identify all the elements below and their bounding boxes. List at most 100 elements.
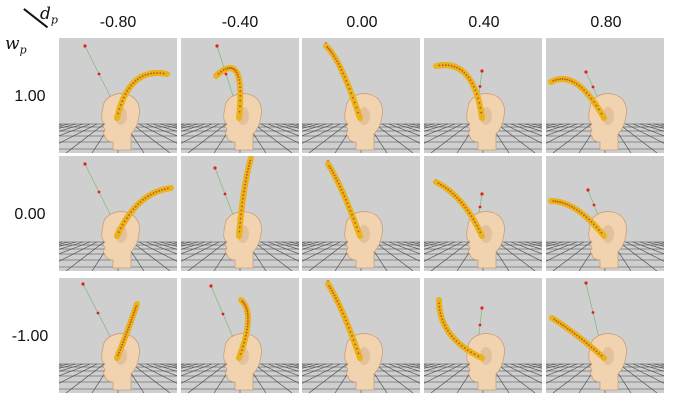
tentacle-segment-dot — [438, 309, 441, 311]
tentacle-segment-dot — [239, 217, 242, 220]
tentacle-segment-dot — [440, 183, 442, 186]
floor-grid-line — [618, 123, 658, 153]
tentacle-segment-dot — [243, 190, 245, 193]
tentacle-segment-dot — [125, 217, 128, 219]
tentacle — [114, 301, 140, 361]
simulation-panel — [546, 278, 664, 393]
target-point — [480, 69, 484, 73]
tentacle-segment-dot — [342, 72, 344, 75]
floor-grid-line — [510, 241, 542, 255]
tentacle-segment-dot — [583, 214, 585, 217]
target-guide — [209, 284, 236, 343]
tentacle-segment-dot — [474, 221, 476, 224]
tentacle-segment-dot — [245, 331, 248, 334]
tentacle-segment-dot — [573, 81, 576, 84]
tentacle-segment-dot — [237, 76, 240, 78]
tentacle-segment-dot — [156, 72, 158, 74]
tentacle-segment-dot — [247, 320, 249, 322]
tentacle-segment-dot — [562, 324, 564, 327]
tentacle-segment-dot — [575, 208, 578, 211]
tentacle-segment-dot — [342, 192, 344, 194]
tentacle-segment-dot — [349, 331, 352, 333]
tentacle-segment-dot — [583, 89, 585, 91]
target-point — [83, 162, 87, 166]
tentacle-segment-dot — [445, 327, 448, 329]
tentacle-segment-dot — [127, 328, 129, 331]
tentacle-segment-dot — [357, 111, 360, 114]
floor-grid-line — [517, 241, 542, 250]
tentacle-segment-dot — [128, 214, 130, 216]
tentacle-segment-dot — [244, 183, 246, 186]
floor-grid-line — [503, 123, 542, 144]
floor-grid-line — [632, 241, 664, 255]
floor-grid-line — [381, 363, 420, 384]
tentacle-segment-dot — [357, 230, 360, 233]
panel-render — [546, 38, 664, 153]
floor-grid-line — [496, 363, 536, 393]
tentacle-segment-dot — [134, 205, 137, 208]
column-label-4: 0.40 — [468, 14, 500, 31]
target-point — [478, 323, 482, 327]
tentacle-segment-dot — [353, 101, 356, 104]
row-label-1: 1.00 — [14, 88, 46, 105]
tentacle-segment-dot — [133, 312, 135, 314]
tentacle-segment-dot — [564, 202, 566, 205]
tentacle-segment-dot — [243, 303, 246, 305]
tentacle-segment-dot — [437, 182, 440, 185]
floor-grid-line — [302, 363, 334, 377]
tentacle-segment-dot — [554, 79, 557, 81]
tentacle-segment-dot — [142, 199, 144, 201]
tentacle-segment-dot — [453, 65, 456, 68]
tentacle-segment-dot — [122, 341, 125, 343]
floor-grid-line — [181, 363, 206, 372]
tentacle-segment-dot — [355, 347, 358, 350]
tentacle — [323, 43, 363, 121]
tentacle-segment-dot — [458, 199, 461, 201]
tentacle — [325, 281, 363, 361]
floor-grid-line — [395, 363, 420, 372]
floor-grid-line — [181, 123, 206, 132]
tentacle-segment-dot — [557, 321, 560, 324]
tentacle-segment-dot — [133, 309, 136, 312]
target-point — [584, 70, 588, 74]
floor-grid-line — [152, 363, 177, 372]
tentacle-segment-dot — [236, 73, 239, 76]
floor-grid-line — [395, 241, 420, 250]
tentacle-segment-dot — [477, 228, 480, 230]
tentacle-segment-dot — [448, 332, 451, 335]
tentacle-segment-dot — [245, 308, 248, 311]
tentacle-segment-dot — [469, 79, 472, 82]
tentacle-segment-dot — [339, 65, 341, 68]
tentacle-segment-dot — [126, 90, 129, 92]
tentacle-segment-dot — [333, 294, 336, 297]
row-label-3: -1.00 — [11, 328, 49, 345]
tentacle-segment-dot — [238, 226, 241, 228]
tentacle-segment-dot — [355, 226, 358, 228]
tentacle-segment-dot — [438, 305, 441, 308]
floor-grid-line — [59, 363, 91, 377]
tentacle-segment-dot — [475, 93, 478, 96]
target-point — [591, 85, 595, 89]
head-shape — [223, 211, 262, 269]
floor-grid-line — [546, 241, 571, 250]
floor-grid-line — [546, 363, 585, 384]
tentacle-segment-dot — [147, 73, 150, 75]
tentacle — [548, 75, 607, 121]
tentacle-segment-dot — [571, 80, 573, 83]
tentacle-segment-dot — [576, 334, 578, 337]
tentacle-segment-dot — [246, 174, 248, 176]
tentacle-segment-dot — [331, 169, 333, 172]
tentacle-segment-dot — [345, 79, 348, 82]
tentacle-segment-dot — [161, 188, 163, 191]
floor-grid-line — [267, 363, 299, 377]
tentacle-segment-dot — [553, 318, 556, 321]
tentacle-segment-dot — [337, 63, 340, 65]
tentacle-segment-dot — [328, 285, 331, 287]
tentacle-segment-dot — [239, 99, 242, 102]
tentacle — [436, 297, 485, 361]
floor-grid-line — [181, 363, 220, 384]
target-point — [81, 282, 85, 286]
tentacle-segment-dot — [332, 292, 335, 294]
tentacle-segment-dot — [342, 312, 344, 315]
floor-grid-line — [388, 241, 420, 255]
